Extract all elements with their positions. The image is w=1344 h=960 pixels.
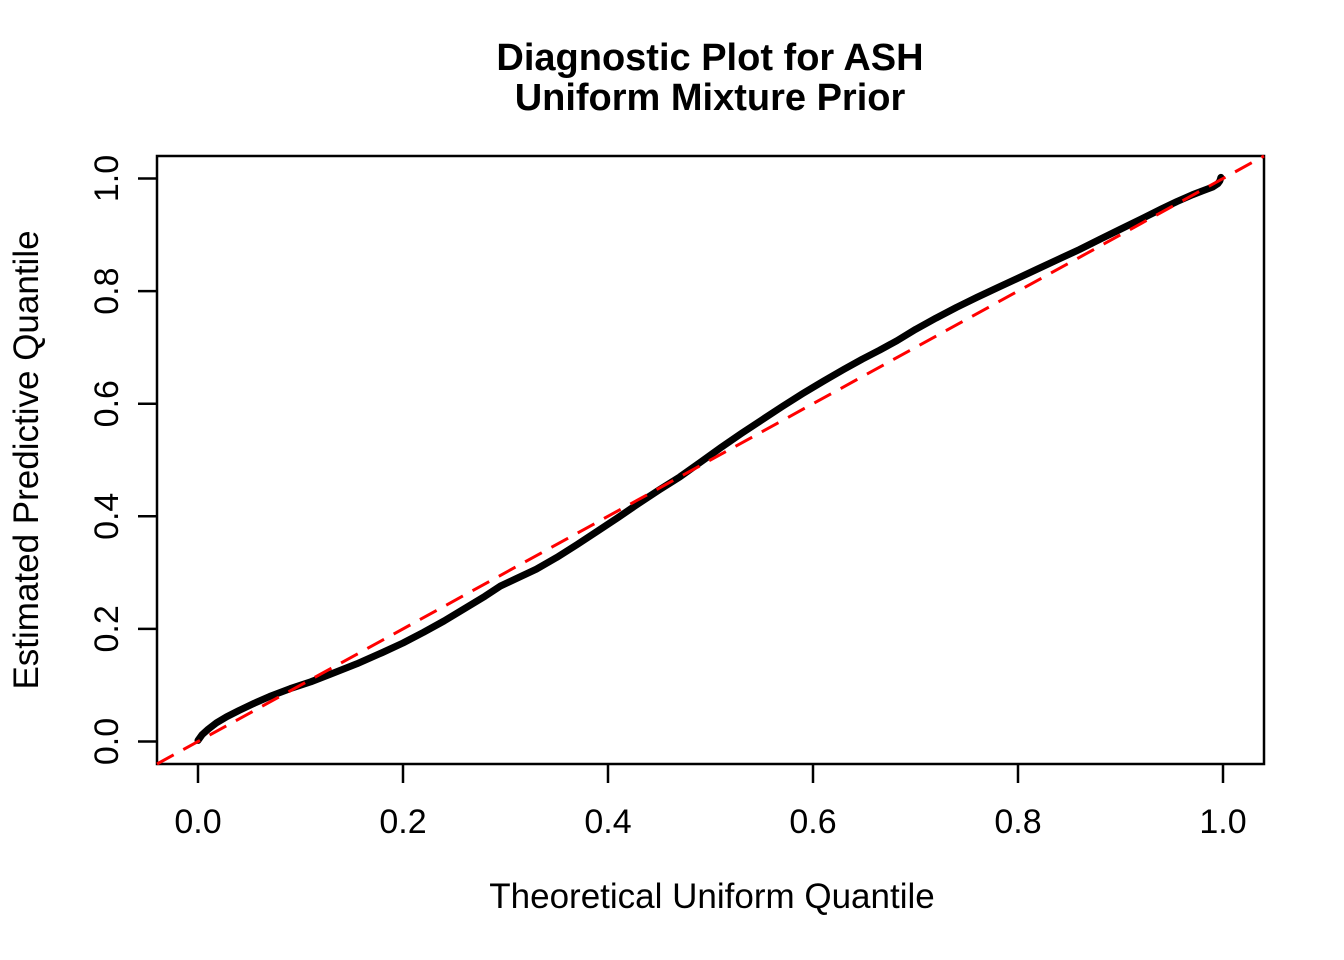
y-tick-label: 0.4 (88, 493, 126, 540)
axes: 0.0 0.2 0.4 0.6 0.8 1.0 0.0 0.2 0.4 0.6 0.8 1.0 (88, 154, 1266, 841)
x-tick-label: 1.0 (1199, 803, 1246, 841)
y-tick-label: 0.6 (88, 380, 126, 427)
plot-title-line2: Uniform Mixture Prior (515, 77, 906, 119)
y-tick-label: 0.2 (88, 605, 126, 652)
x-axis-label: Theoretical Uniform Quantile (489, 877, 934, 916)
x-tick-label: 0.6 (789, 803, 836, 841)
y-tick-label: 0.0 (88, 718, 126, 765)
plot-title-line1: Diagnostic Plot for ASH (496, 37, 923, 79)
plot-box (155, 154, 1266, 766)
x-tick-label: 0.4 (584, 803, 631, 841)
x-tick-label: 0.0 (174, 803, 221, 841)
y-tick-label: 0.8 (88, 267, 126, 314)
identity-reference-line (156, 154, 1265, 766)
y-axis-label: Estimated Predictive Quantile (7, 230, 46, 689)
x-tick-label: 0.8 (994, 803, 1041, 841)
x-tick-label: 0.2 (379, 803, 426, 841)
plot-area (156, 154, 1265, 766)
y-tick-label: 1.0 (88, 155, 126, 202)
qq-curve (194, 173, 1225, 744)
